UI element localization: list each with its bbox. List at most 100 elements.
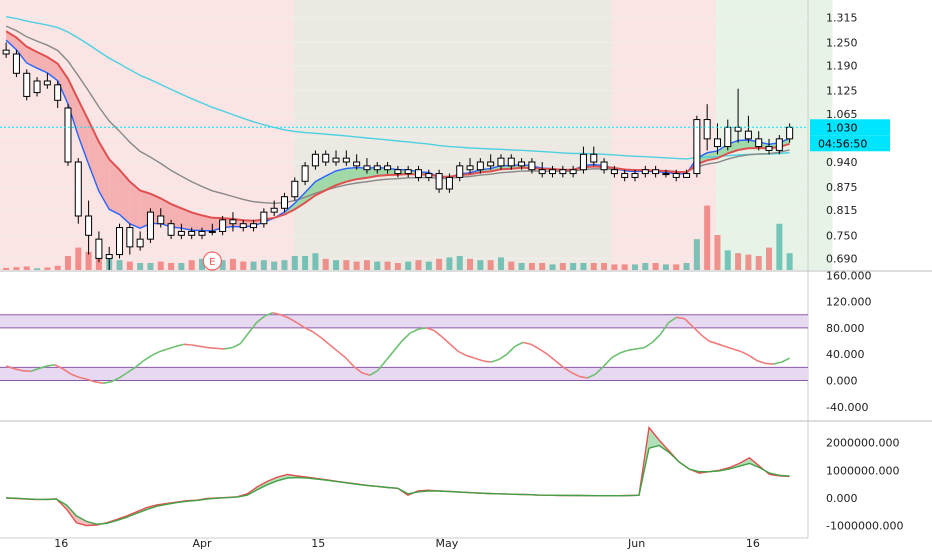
oscillator-pane[interactable] [0,313,808,383]
candle-body [3,50,9,54]
oscillator-segment [176,344,184,346]
candle-body [580,154,586,169]
volume-bar [158,262,164,270]
volume-bar [519,263,525,270]
x-tick-label: Jun [627,537,645,550]
volume-bar [55,266,61,270]
candle-body [230,220,236,224]
volume-bar [261,260,267,270]
last-price-label: 1.030 [826,121,858,134]
oscillator-segment [458,352,466,356]
oscillator-segment [636,348,644,349]
oscillator-segment [47,365,55,366]
volume-bar [364,260,370,270]
candle-body [426,174,432,178]
volume-bar [13,267,19,270]
volume-bar [642,263,648,270]
candle-body [55,85,61,100]
oscillator-segment [555,361,563,368]
price-tick-label: 0.690 [826,252,858,265]
volume-bar [725,250,731,270]
oscillator-segment [475,358,483,361]
volume-bar [240,262,246,270]
oscillator-segment [450,344,458,351]
volume-bar [684,263,690,270]
volume-bar [405,262,411,270]
candle-body [292,181,298,196]
accumulation-tick-label: -1000000.000 [826,520,903,533]
candle-body [189,231,195,235]
volume-bar [714,235,720,270]
price-tick-label: 0.815 [826,204,858,217]
candle-body [714,139,720,147]
candle-body [663,174,669,175]
oscillator-segment [717,344,725,347]
candle-body [271,208,277,212]
candle-body [766,147,772,151]
volume-bar [302,256,308,270]
candle-body [477,162,483,170]
candle-body [323,154,329,162]
accumulation-pane[interactable] [6,428,790,526]
candle-body [147,212,153,239]
volume-bar [281,260,287,270]
x-tick-label: 16 [54,537,68,550]
candle-body [385,166,391,170]
volume-bar [147,263,153,270]
candle-body [209,231,215,232]
candle-body [117,228,123,255]
volume-bar [653,263,659,270]
candle-body [137,239,143,247]
oscillator-segment [741,352,749,356]
candle-body [467,166,473,170]
volume-bar [65,256,71,270]
candle-body [611,170,617,174]
candle-body [251,224,257,228]
volume-bar [477,260,483,270]
oscillator-segment [143,356,151,361]
volume-bar [766,248,772,270]
x-tick-label: 15 [311,537,325,550]
oscillator-segment [749,356,757,361]
oscillator-segment [765,363,773,364]
candle-body [735,127,741,131]
accumulation-tick-label: 2000000.000 [826,437,899,450]
background-region [612,0,716,270]
candle-body [725,127,731,146]
oscillator-segment [523,342,531,344]
oscillator-segment [345,358,353,367]
candle-body [75,162,81,216]
oscillator-segment [305,328,313,332]
candle-body [333,158,339,162]
oscillator-segment [337,351,345,358]
candle-body [168,224,174,236]
volume-bar [498,257,504,270]
volume-bar [560,263,566,270]
candle-body [220,220,226,232]
volume-bar [446,257,452,270]
volume-bar [230,259,236,270]
oscillator-segment [329,344,337,351]
oscillator-segment [483,361,491,362]
candle-body [106,255,112,259]
candle-body [570,170,576,174]
volume-bar [704,206,710,270]
oscillator-tick-label: 40.000 [826,348,865,361]
candle-body [354,162,360,166]
volume-bar [137,263,143,270]
price-tick-label: 1.315 [826,11,858,24]
oscillator-segment [620,350,628,353]
candle-body [446,177,452,189]
candle-body [24,73,30,96]
candle-body [44,81,50,85]
oscillator-segment [168,346,176,349]
volume-bar [271,262,277,270]
volume-bar [591,263,597,270]
volume-bar [529,263,535,270]
candle-body [457,166,463,178]
countdown-label: 04:56:50 [818,137,867,150]
oscillator-tick-label: 0.000 [826,375,858,388]
candle-body [756,139,762,147]
candle-body [261,212,267,224]
